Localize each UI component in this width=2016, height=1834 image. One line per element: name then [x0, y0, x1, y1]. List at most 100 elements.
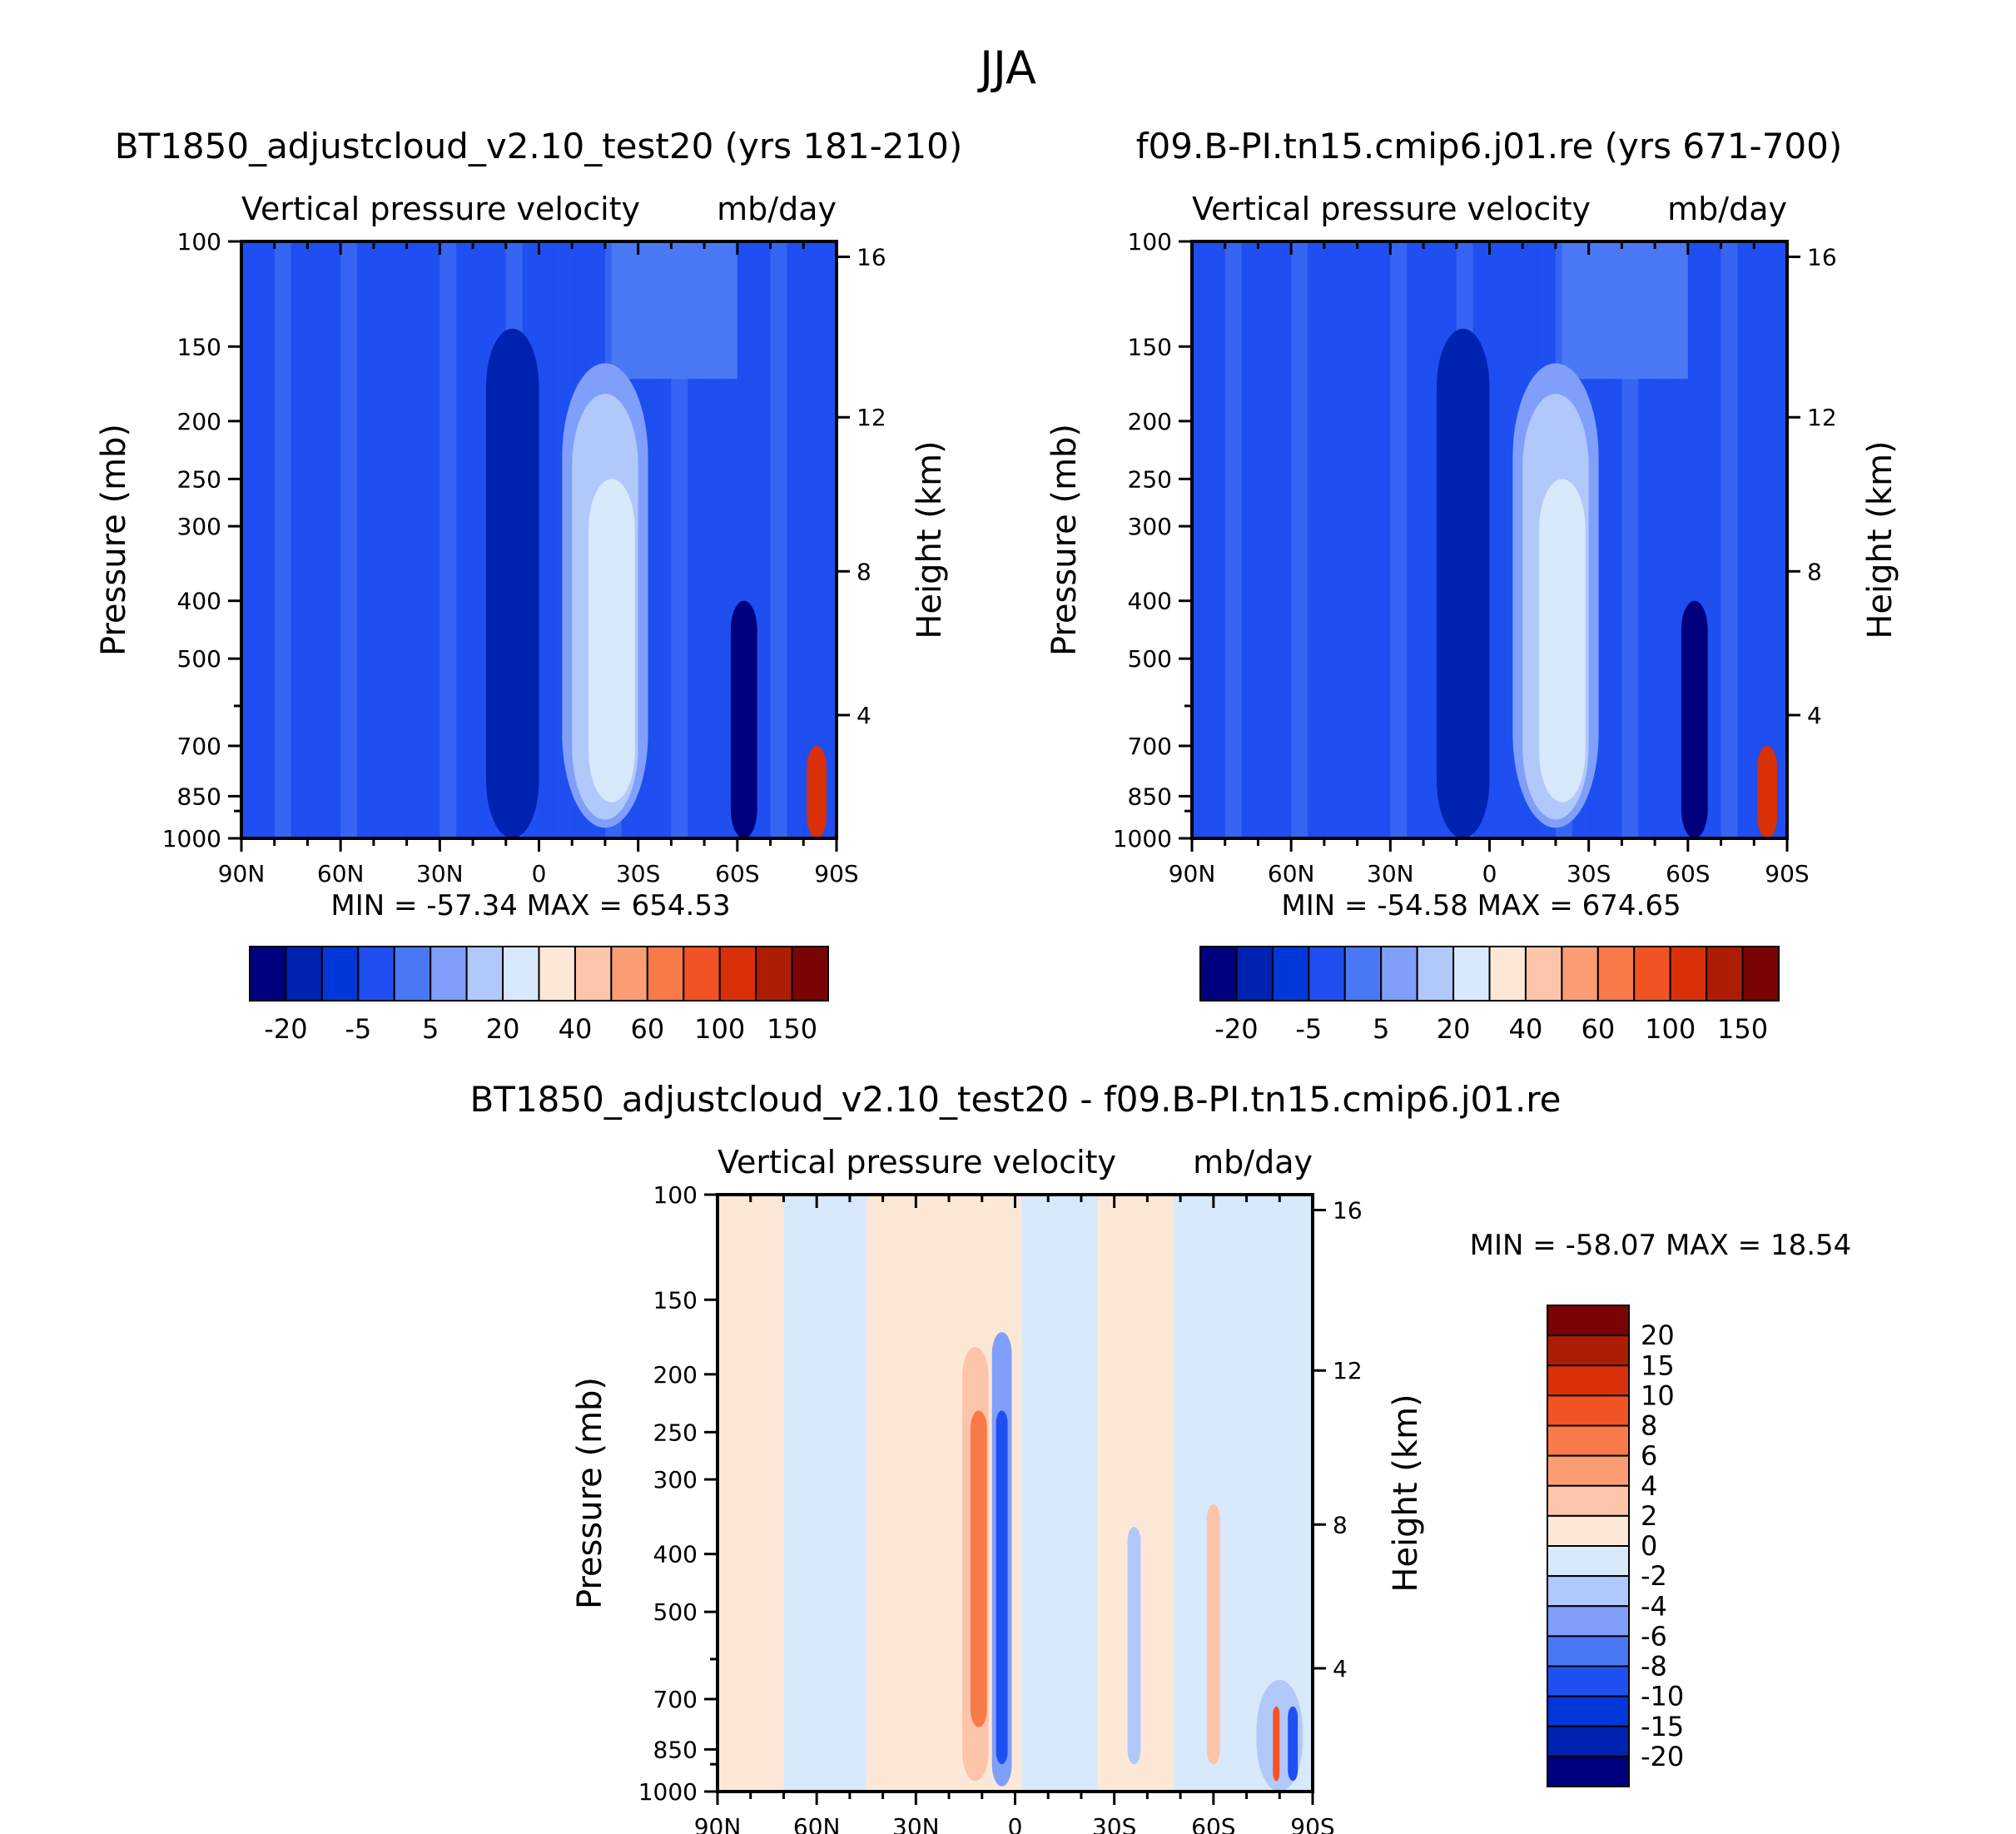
colorbar-box-5 — [1547, 1454, 1630, 1487]
y2-axis-label: Height (km) — [1861, 440, 1899, 639]
field-streak-3 — [340, 241, 358, 838]
colorbar-label: -2 — [1641, 1560, 1667, 1592]
colorbar-box-1 — [1235, 946, 1274, 1001]
colorbar-box-9 — [1524, 946, 1563, 1001]
colorbar-box-8 — [1488, 946, 1527, 1001]
case-title: BT1850_adjustcloud_v2.10_test20 - f09.B-… — [469, 1079, 1561, 1120]
colorbar-box-2 — [1271, 946, 1310, 1001]
field-feature-6 — [807, 745, 827, 838]
x-tick-label: 60N — [317, 860, 365, 887]
colorbar-label: 0 — [1641, 1530, 1657, 1562]
y2-tick-label: 16 — [857, 244, 886, 271]
y-tick-label: 850 — [177, 783, 221, 810]
colorbar-label: -10 — [1641, 1681, 1684, 1712]
field-streak-4 — [1323, 241, 1341, 838]
colorbar-label: 4 — [1641, 1470, 1657, 1502]
y-axis-label: Pressure (mb) — [571, 1377, 609, 1609]
field-streak-17 — [1754, 241, 1771, 838]
colorbar-box-8 — [538, 946, 576, 1001]
colorbar-label: 20 — [1437, 1013, 1471, 1045]
colorbar-label: -15 — [1641, 1711, 1684, 1742]
min-max-stats: MIN = -57.34 MAX = 654.53 — [330, 889, 730, 922]
y2-tick-label: 12 — [1333, 1357, 1363, 1384]
colorbar-label: -5 — [345, 1013, 371, 1045]
panel-p1: BT1850_adjustcloud_v2.10_test20 (yrs 181… — [95, 126, 962, 1045]
colorbar-box-7 — [1547, 1514, 1630, 1547]
y-tick-label: 400 — [1128, 588, 1172, 615]
colorbar-box-13 — [1669, 946, 1708, 1001]
field-streak-13 — [1621, 241, 1639, 838]
colorbar-box-12 — [1633, 946, 1671, 1001]
colorbar-label: 60 — [630, 1013, 664, 1045]
y-tick-label: 200 — [653, 1361, 698, 1389]
y-tick-label: 700 — [653, 1686, 698, 1713]
field-streak-14 — [1655, 241, 1671, 838]
figure-title: JJA — [977, 42, 1036, 94]
colorbar-box-12 — [1547, 1665, 1630, 1697]
x-tick-label: 90S — [814, 860, 858, 887]
colorbar-box-8 — [1547, 1545, 1630, 1578]
colorbar-box-10 — [1547, 1605, 1630, 1638]
field-streak-17 — [803, 241, 821, 838]
min-max-stats: MIN = -58.07 MAX = 18.54 — [1470, 1229, 1852, 1262]
colorbar-box-5 — [1380, 946, 1418, 1001]
x-tick-label: 0 — [1482, 860, 1497, 887]
colorbar-label: 15 — [1641, 1349, 1675, 1381]
y2-tick-label: 16 — [1333, 1197, 1363, 1225]
field-streak-13 — [671, 241, 688, 838]
colorbar-box-3 — [1308, 946, 1346, 1001]
x-tick-label: 90N — [218, 860, 266, 887]
y-tick-label: 700 — [177, 733, 221, 760]
field-feature-1 — [970, 1410, 987, 1727]
colorbar-box-2 — [320, 946, 360, 1001]
panels: BT1850_adjustcloud_v2.10_test20 (yrs 181… — [95, 126, 1899, 1834]
colorbar: -20 -5 5 20 40 60 100 150 — [1199, 946, 1780, 1045]
colorbar-box-11 — [1547, 1635, 1630, 1667]
y2-axis-label: Height (km) — [1387, 1394, 1425, 1592]
field-feature-5 — [1206, 1503, 1220, 1765]
y-tick-label: 500 — [1128, 645, 1172, 673]
y2-tick-label: 4 — [1807, 702, 1822, 729]
field-feature-4 — [1127, 1526, 1141, 1765]
plot-units: mb/day — [1667, 191, 1787, 227]
colorbar-box-6 — [1416, 946, 1455, 1001]
colorbar-box-3 — [357, 946, 395, 1001]
x-tick-label: 30N — [1367, 860, 1414, 887]
field-feature-4 — [1539, 479, 1586, 803]
colorbar-box-10 — [610, 946, 648, 1001]
x-tick-label: 30S — [1092, 1813, 1136, 1834]
colorbar-label: 150 — [767, 1013, 817, 1045]
colorbar-box-6 — [1547, 1484, 1630, 1517]
x-tick-label: 30N — [892, 1813, 940, 1834]
colorbar-box-7 — [1452, 946, 1491, 1001]
field-streak-0 — [241, 241, 258, 838]
y-tick-label: 300 — [177, 513, 221, 540]
colorbar-label: -4 — [1641, 1590, 1667, 1622]
colorbar-box-12 — [683, 946, 721, 1001]
colorbar-box-4 — [393, 946, 432, 1001]
plot-title: Vertical pressure velocity — [718, 1144, 1116, 1180]
x-tick-label: 0 — [1008, 1813, 1023, 1834]
y-tick-label: 300 — [653, 1466, 698, 1494]
field-streak-2 — [307, 241, 325, 838]
colorbar-box-5 — [430, 946, 468, 1001]
field-feature-5 — [1681, 600, 1708, 838]
colorbar: -20 -5 5 20 40 60 100 150 — [249, 946, 829, 1045]
y-tick-label: 1000 — [1113, 825, 1172, 852]
colorbar-label: -6 — [1641, 1620, 1667, 1652]
case-title: BT1850_adjustcloud_v2.10_test20 (yrs 181… — [115, 126, 963, 167]
colorbar-box-13 — [1547, 1695, 1630, 1727]
colorbar-box-14 — [755, 946, 793, 1001]
y-tick-label: 200 — [1128, 408, 1172, 435]
x-tick-label: 90S — [1765, 860, 1809, 887]
field-band-4 — [1021, 1195, 1099, 1792]
field-streak-5 — [406, 241, 424, 838]
colorbar-box-4 — [1547, 1424, 1630, 1457]
case-title: f09.B-PI.tn15.cmip6.j01.re (yrs 671-700) — [1136, 126, 1843, 167]
colorbar-label: 40 — [1509, 1013, 1543, 1045]
colorbar-box-4 — [1343, 946, 1383, 1001]
colorbar-box-15 — [1547, 1755, 1630, 1787]
colorbar-box-15 — [791, 946, 829, 1001]
colorbar-label: 5 — [1373, 1013, 1389, 1045]
contour-field — [718, 1195, 1313, 1792]
